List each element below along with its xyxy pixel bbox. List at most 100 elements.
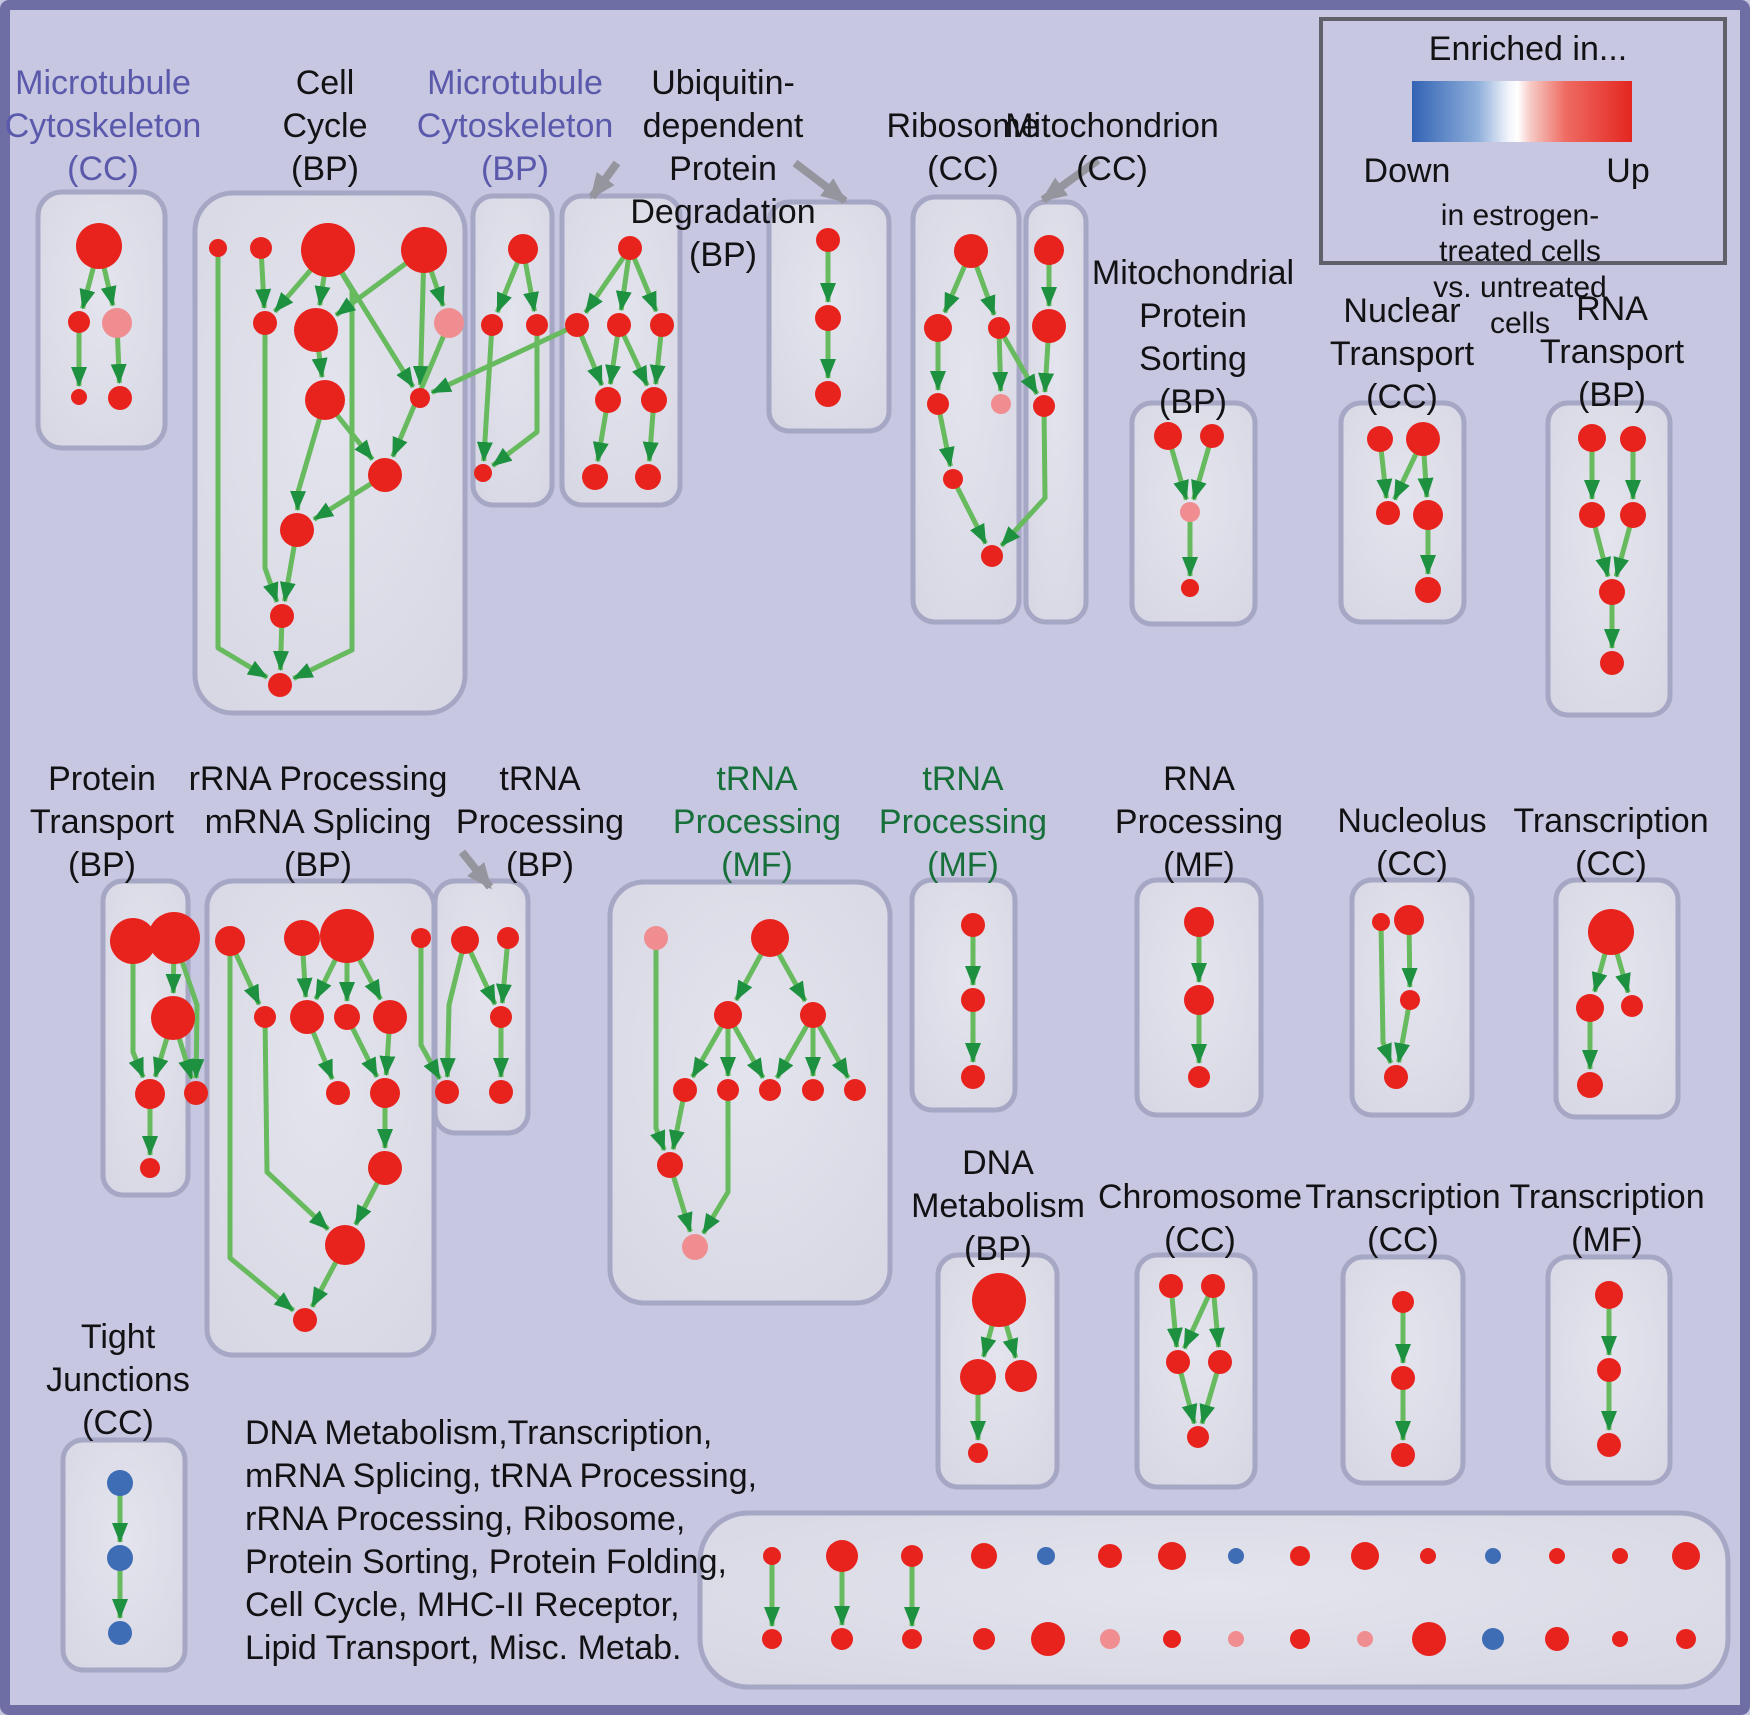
go-term-node[interactable]	[1372, 913, 1390, 931]
go-term-node[interactable]	[1612, 1631, 1628, 1647]
go-term-node[interactable]	[368, 458, 402, 492]
go-term-node[interactable]	[1577, 1072, 1603, 1098]
go-term-node[interactable]	[490, 1006, 512, 1028]
go-term-node[interactable]	[1201, 1274, 1225, 1298]
go-term-node[interactable]	[108, 1621, 132, 1645]
go-term-node[interactable]	[135, 1079, 165, 1109]
go-term-node[interactable]	[481, 314, 503, 336]
go-term-node[interactable]	[961, 1065, 985, 1089]
go-term-node[interactable]	[971, 1543, 997, 1569]
go-term-node[interactable]	[435, 1080, 459, 1104]
go-term-node[interactable]	[763, 1547, 781, 1565]
go-term-node[interactable]	[1376, 501, 1400, 525]
go-term-node[interactable]	[268, 673, 292, 697]
go-term-node[interactable]	[1391, 1366, 1415, 1390]
go-term-node[interactable]	[759, 1079, 781, 1101]
go-term-node[interactable]	[954, 234, 988, 268]
go-term-node[interactable]	[1391, 1443, 1415, 1467]
go-term-node[interactable]	[294, 308, 338, 352]
go-term-node[interactable]	[1181, 579, 1199, 597]
go-term-node[interactable]	[973, 1628, 995, 1650]
go-term-node[interactable]	[901, 1545, 923, 1567]
go-term-node[interactable]	[1290, 1629, 1310, 1649]
go-term-node[interactable]	[250, 237, 272, 259]
go-term-node[interactable]	[1188, 1066, 1210, 1088]
go-term-node[interactable]	[762, 1629, 782, 1649]
go-term-node[interactable]	[1384, 1065, 1408, 1089]
go-term-node[interactable]	[1485, 1548, 1501, 1564]
go-term-node[interactable]	[253, 311, 277, 335]
go-term-node[interactable]	[151, 996, 195, 1040]
go-term-node[interactable]	[972, 1273, 1026, 1327]
go-term-node[interactable]	[595, 387, 621, 413]
go-term-node[interactable]	[1620, 502, 1646, 528]
go-term-node[interactable]	[682, 1234, 708, 1260]
go-term-node[interactable]	[844, 1079, 866, 1101]
go-term-node[interactable]	[474, 464, 492, 482]
go-term-node[interactable]	[815, 305, 841, 331]
go-term-node[interactable]	[1159, 1274, 1183, 1298]
go-term-node[interactable]	[981, 545, 1003, 567]
go-term-node[interactable]	[411, 928, 431, 948]
go-term-node[interactable]	[1597, 1358, 1621, 1382]
go-term-node[interactable]	[1034, 235, 1064, 265]
go-term-node[interactable]	[1184, 985, 1214, 1015]
go-term-node[interactable]	[508, 234, 538, 264]
go-term-node[interactable]	[373, 1000, 407, 1034]
go-term-node[interactable]	[1200, 424, 1224, 448]
go-term-node[interactable]	[290, 1000, 324, 1034]
go-term-node[interactable]	[76, 223, 122, 269]
go-term-node[interactable]	[293, 1308, 317, 1332]
go-term-node[interactable]	[305, 380, 345, 420]
go-term-node[interactable]	[968, 1443, 988, 1463]
go-term-node[interactable]	[635, 464, 661, 490]
go-term-node[interactable]	[1676, 1629, 1696, 1649]
go-term-node[interactable]	[902, 1629, 922, 1649]
go-term-node[interactable]	[270, 604, 294, 628]
go-term-node[interactable]	[1290, 1546, 1310, 1566]
go-term-node[interactable]	[816, 228, 840, 252]
go-term-node[interactable]	[641, 387, 667, 413]
go-term-node[interactable]	[1597, 1433, 1621, 1457]
go-term-node[interactable]	[1032, 309, 1066, 343]
go-term-node[interactable]	[1576, 994, 1604, 1022]
go-term-node[interactable]	[184, 1081, 208, 1105]
go-term-node[interactable]	[1180, 502, 1200, 522]
go-term-node[interactable]	[108, 386, 132, 410]
go-term-node[interactable]	[1228, 1631, 1244, 1647]
go-term-node[interactable]	[800, 1002, 826, 1028]
go-term-node[interactable]	[717, 1079, 739, 1101]
go-term-node[interactable]	[110, 918, 156, 964]
go-term-node[interactable]	[565, 313, 589, 337]
go-term-node[interactable]	[1394, 905, 1424, 935]
go-term-node[interactable]	[451, 926, 479, 954]
go-term-node[interactable]	[1413, 500, 1443, 530]
go-term-node[interactable]	[1184, 907, 1214, 937]
go-term-node[interactable]	[71, 389, 87, 405]
go-term-node[interactable]	[927, 393, 949, 415]
go-term-node[interactable]	[1100, 1629, 1120, 1649]
go-term-node[interactable]	[368, 1151, 402, 1185]
go-term-node[interactable]	[1578, 424, 1606, 452]
go-term-node[interactable]	[1412, 1622, 1446, 1656]
go-term-node[interactable]	[1367, 426, 1393, 452]
go-term-node[interactable]	[961, 988, 985, 1012]
go-term-node[interactable]	[1033, 395, 1055, 417]
go-term-node[interactable]	[1482, 1628, 1504, 1650]
go-term-node[interactable]	[1588, 909, 1634, 955]
go-term-node[interactable]	[140, 1158, 160, 1178]
go-term-node[interactable]	[334, 1004, 360, 1030]
go-term-node[interactable]	[960, 1359, 996, 1395]
go-term-node[interactable]	[410, 388, 430, 408]
go-term-node[interactable]	[320, 909, 374, 963]
go-term-node[interactable]	[1392, 1291, 1414, 1313]
go-term-node[interactable]	[1351, 1542, 1379, 1570]
go-term-node[interactable]	[751, 919, 789, 957]
go-term-node[interactable]	[1400, 990, 1420, 1010]
go-term-node[interactable]	[988, 317, 1010, 339]
go-term-node[interactable]	[1672, 1542, 1700, 1570]
go-term-node[interactable]	[815, 381, 841, 407]
go-term-node[interactable]	[1612, 1548, 1628, 1564]
go-term-node[interactable]	[1620, 426, 1646, 452]
go-term-node[interactable]	[1005, 1360, 1037, 1392]
